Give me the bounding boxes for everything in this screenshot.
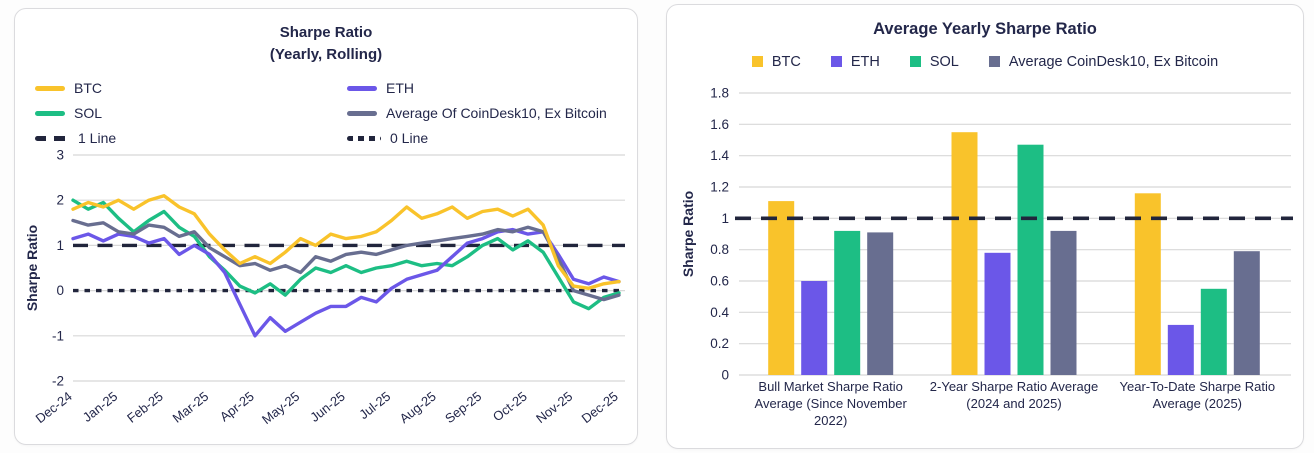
- coindesk10-average-square-swatch: [988, 56, 1000, 67]
- y-tick-label: 0.2: [710, 336, 729, 351]
- legend-item-0-line: 0 Line: [347, 128, 637, 149]
- y-axis-label: Sharpe Ratio: [680, 191, 696, 277]
- x-tick-label: Jul-25: [356, 389, 393, 423]
- legend-item-eth: ETH: [830, 51, 880, 72]
- line-chart-legend: BTC ETH SOL Average Of CoinDesk10, Ex Bi…: [35, 78, 637, 149]
- series-line-eth: [71, 227, 621, 338]
- legend-item-sol: SOL: [35, 103, 347, 124]
- y-tick-label: 2: [56, 193, 64, 208]
- legend-label-btc: BTC: [771, 53, 801, 70]
- line-chart-title-line1: Sharpe Ratio: [279, 24, 373, 41]
- x-tick-label: Mar-25: [170, 389, 212, 426]
- rolling-sharpe-ratio-card: Sharpe Ratio (Yearly, Rolling) BTC ETH S…: [14, 8, 638, 445]
- bar-sol-group2: [1017, 144, 1044, 375]
- x-tick-label: Aug-25: [397, 389, 439, 427]
- sol-square-swatch: [909, 56, 921, 67]
- y-tick-label: 1: [56, 238, 64, 253]
- legend-item-btc: BTC: [751, 51, 801, 72]
- legend-label-1-line: 1 Line: [78, 130, 117, 146]
- btc-square-swatch: [751, 56, 763, 67]
- bar-average-coindesk10-ex-bitcoin-group1: [867, 232, 894, 375]
- bar-category-label-2-year: 2-Year Sharpe Ratio Average (2024 and 20…: [929, 379, 1099, 411]
- legend-item-eth: ETH: [347, 78, 637, 99]
- line-chart-title-line2: (Yearly, Rolling): [269, 45, 383, 63]
- bar-btc-group3: [1134, 193, 1161, 375]
- bar-chart-title: Average Yearly Sharpe Ratio: [873, 20, 1097, 38]
- bar-category-label-bull-market: Bull Market Sharpe Ratio Average (Since …: [754, 379, 907, 428]
- legend-item-1-line: 1 Line: [35, 128, 347, 149]
- average-yearly-sharpe-ratio-card: Average Yearly Sharpe Ratio BTC ETH SOL …: [666, 4, 1304, 449]
- y-tick-label: 1.6: [710, 117, 729, 132]
- y-tick-label: 1.2: [710, 180, 729, 195]
- bar-category-axis: Bull Market Sharpe Ratio Average (Since …: [739, 379, 1289, 430]
- y-tick-label: -2: [52, 374, 64, 389]
- x-tick-label: Jun-25: [307, 389, 348, 425]
- bar-chart-legend: BTC ETH SOL Average CoinDesk10, Ex Bitco…: [667, 51, 1303, 72]
- legend-item-coindesk10-average: Average Of CoinDesk10, Ex Bitcoin: [347, 103, 637, 124]
- legend-label-eth: ETH: [850, 53, 880, 70]
- series-line-sol: [71, 198, 621, 311]
- x-tick-label: Oct-25: [490, 389, 530, 425]
- x-tick-label: May-25: [259, 389, 302, 428]
- y-tick-label: 0.4: [710, 305, 729, 320]
- y-tick-label: 1.4: [710, 148, 729, 163]
- y-tick-label: -1: [52, 328, 64, 343]
- legend-item-coindesk10-average: Average CoinDesk10, Ex Bitcoin: [988, 51, 1219, 72]
- x-tick-label: Feb-25: [124, 389, 166, 426]
- bar-btc-group2: [951, 132, 978, 375]
- y-tick-label: 3: [56, 148, 64, 163]
- legend-label-btc: BTC: [74, 80, 102, 96]
- bar-chart-canvas: 1.8 1.6 1.4 1.2 1 0.8 0.6 0.4 0.2 0 Sharpe Ratio: [680, 86, 1293, 383]
- bar-eth-group1: [801, 281, 828, 375]
- y-tick-label: 1: [721, 211, 729, 226]
- bar-category-label-year-to-date: Year-To-Date Sharpe Ratio Average (2025): [1119, 379, 1276, 411]
- sol-line-swatch: [35, 110, 65, 116]
- y-tick-label: 0.8: [710, 242, 729, 257]
- bar-eth-group3: [1167, 324, 1194, 375]
- legend-label-0-line: 0 Line: [390, 130, 429, 146]
- x-tick-label: Dec-24: [33, 389, 75, 427]
- y-tick-label: 0: [56, 283, 64, 298]
- legend-label-sol: SOL: [929, 53, 959, 70]
- legend-item-sol: SOL: [909, 51, 959, 72]
- y-tick-label: 0: [721, 368, 729, 383]
- bar-eth-group2: [984, 252, 1011, 375]
- one-line-dash-swatch: [35, 135, 69, 141]
- bar-average-coindesk10-ex-bitcoin-group2: [1050, 230, 1077, 375]
- y-tick-label: 1.8: [710, 86, 729, 101]
- bar-average-coindesk10-ex-bitcoin-group3: [1233, 251, 1260, 375]
- x-tick-label: Sep-25: [442, 389, 484, 427]
- eth-square-swatch: [830, 56, 842, 67]
- series-line-average-of-coindesk10-ex-bitcoin: [71, 218, 621, 302]
- eth-line-swatch: [347, 85, 377, 91]
- btc-line-swatch: [35, 85, 65, 91]
- bar-btc-group1: [768, 201, 795, 375]
- series-line-btc: [71, 194, 621, 291]
- legend-item-btc: BTC: [35, 78, 347, 99]
- legend-label-coindesk10-average: Average Of CoinDesk10, Ex Bitcoin: [386, 105, 607, 121]
- zero-line-dash-swatch: [347, 135, 381, 141]
- y-tick-label: 0.6: [710, 274, 729, 289]
- x-tick-label: Dec-25: [579, 389, 621, 427]
- legend-label-sol: SOL: [74, 105, 103, 121]
- coindesk10-average-line-swatch: [347, 110, 377, 116]
- y-axis-label: Sharpe Ratio: [24, 225, 40, 311]
- x-tick-label: Jan-25: [80, 389, 121, 425]
- bar-sol-group3: [1200, 288, 1227, 375]
- x-tick-label: Nov-25: [533, 389, 575, 427]
- line-chart-title: Sharpe Ratio (Yearly, Rolling): [15, 22, 637, 66]
- bar-sol-group1: [834, 230, 861, 375]
- legend-label-coindesk10-average: Average CoinDesk10, Ex Bitcoin: [1008, 53, 1219, 70]
- x-tick-label: Apr-25: [217, 389, 257, 425]
- legend-label-eth: ETH: [386, 80, 414, 96]
